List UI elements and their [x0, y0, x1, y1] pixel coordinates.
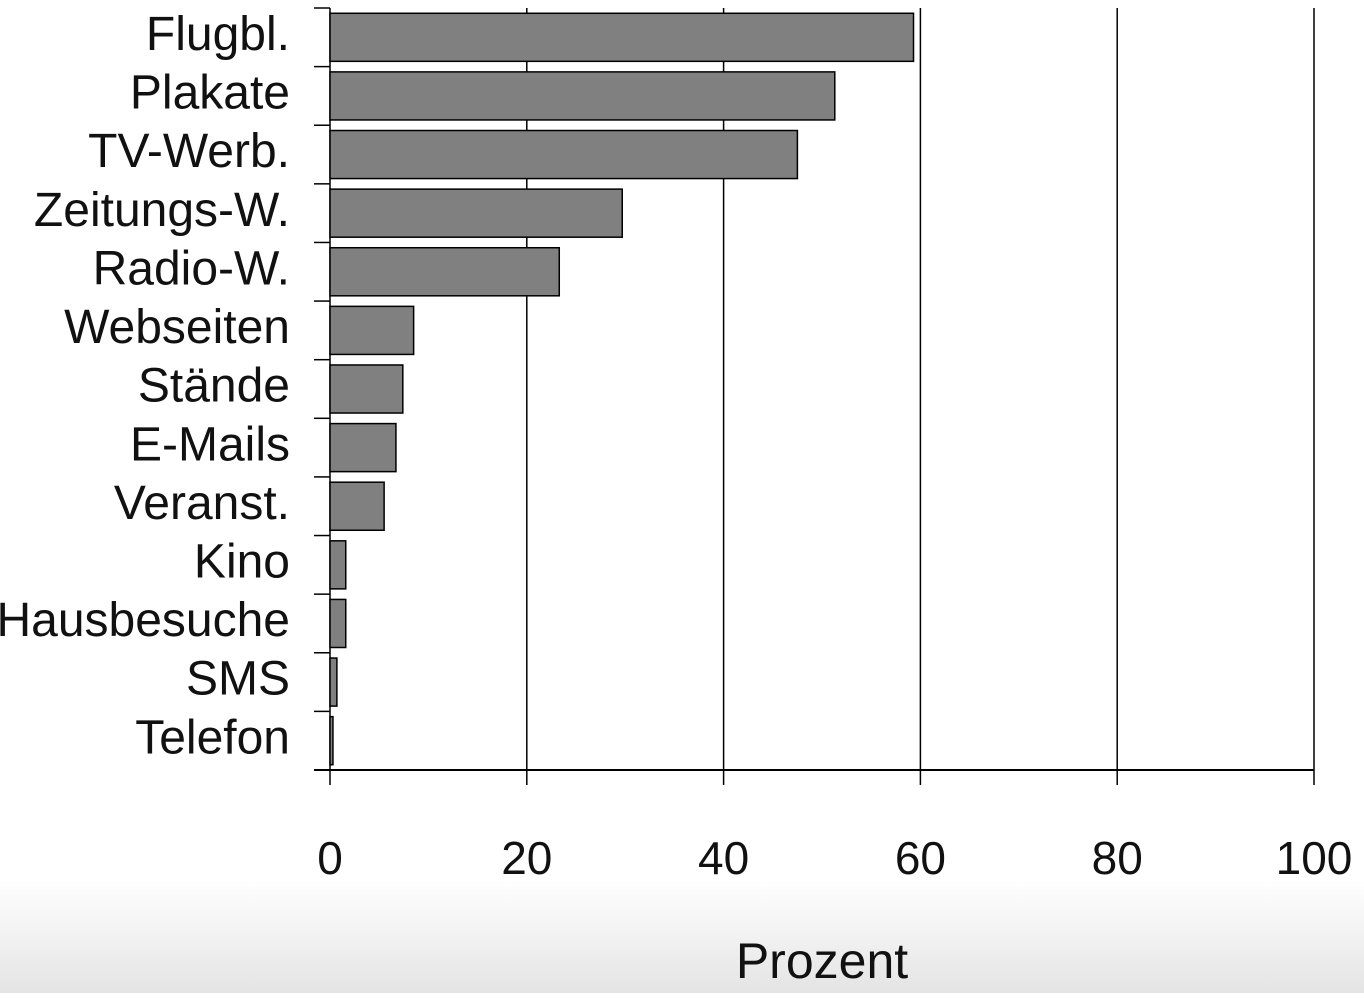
x-tick-label: 80	[1092, 832, 1143, 884]
y-tick-label: Stände	[138, 360, 290, 413]
x-tick-label: 0	[317, 832, 343, 884]
bar	[329, 598, 347, 649]
x-tick-label: 100	[1276, 832, 1353, 884]
y-tick-label: E-Mails	[130, 418, 290, 471]
y-tick-label: Telefon	[135, 711, 290, 764]
x-tick-label: 40	[698, 832, 749, 884]
x-tick-label: 60	[895, 832, 946, 884]
y-tick-label: Flugbl.	[146, 8, 290, 61]
x-axis-label: Prozent	[736, 933, 908, 989]
bar	[329, 481, 385, 532]
bar	[329, 129, 799, 180]
bar	[329, 12, 915, 63]
y-tick-label: Zeitungs-W.	[34, 184, 290, 237]
bar	[329, 657, 338, 707]
background	[0, 880, 1364, 993]
y-tick-label: Veranst.	[114, 477, 290, 530]
y-tick-label: SMS	[186, 653, 290, 706]
y-tick-label: Radio-W.	[93, 242, 290, 295]
bar	[329, 305, 415, 356]
bar	[329, 188, 623, 238]
bar	[329, 422, 397, 473]
bar	[329, 71, 836, 121]
y-tick-label: TV-Werb.	[88, 125, 290, 178]
bar	[329, 715, 334, 766]
bar	[329, 540, 347, 590]
y-tick-label: Hausbesuche	[0, 594, 290, 647]
y-tick-label: Plakate	[130, 67, 290, 120]
y-tick-label: Kino	[194, 536, 290, 589]
bar	[329, 246, 561, 297]
y-tick-label: Webseiten	[64, 301, 290, 354]
x-tick-label: 20	[501, 832, 552, 884]
bar	[329, 364, 404, 414]
